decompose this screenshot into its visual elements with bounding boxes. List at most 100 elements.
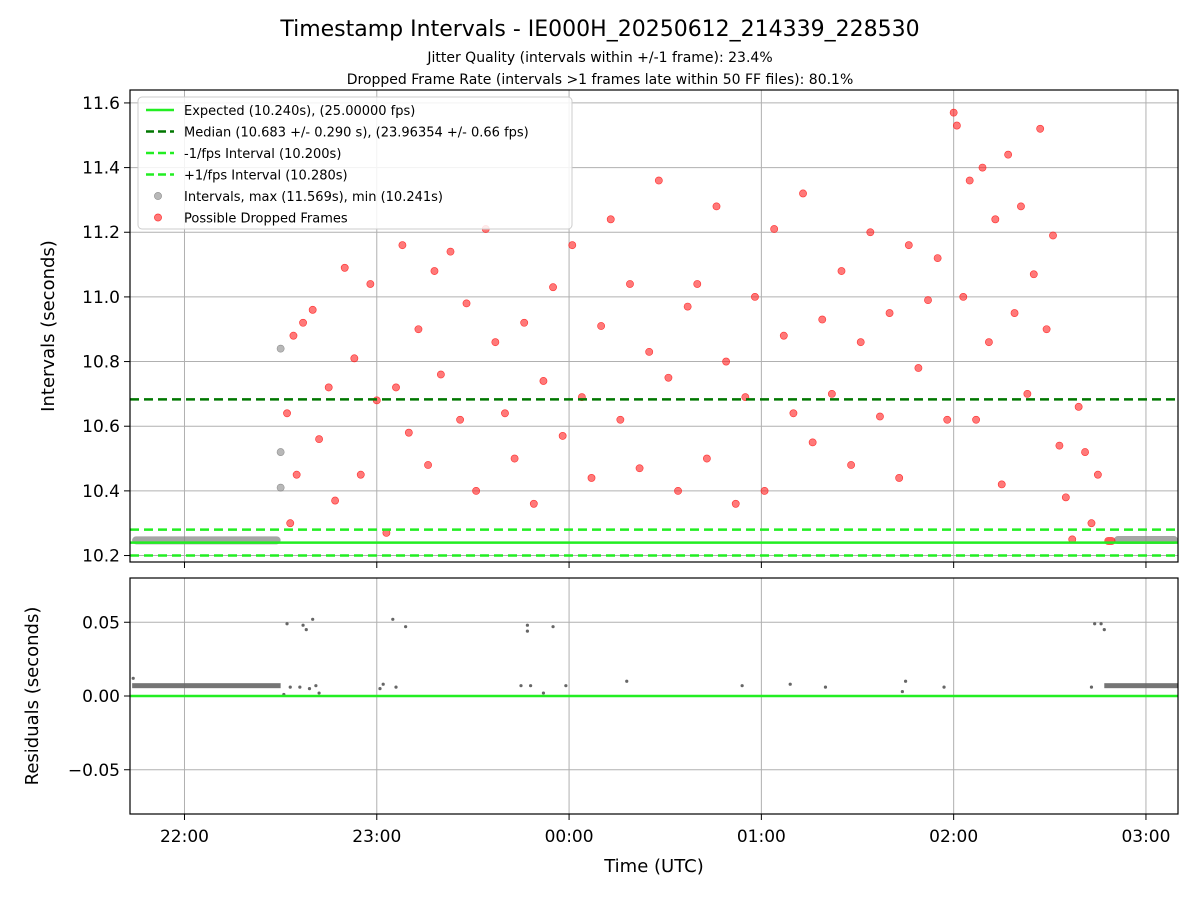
- residual-point: [788, 682, 792, 686]
- residuals-panel: −0.05 0.00 0.05 22:00 23:00 00:00 01:00 02:00 03…: [68, 577, 1179, 847]
- chart-subtitle-jitter: Jitter Quality (intervals within +/-1 fr…: [426, 50, 772, 66]
- dropped-frame-point: [472, 486, 481, 495]
- dropped-frame-point: [1049, 231, 1057, 240]
- dropped-frame-point: [436, 370, 445, 379]
- dropped-frame-point: [799, 189, 807, 198]
- plot-frame: [129, 89, 1179, 563]
- dropped-frame-point: [1010, 309, 1019, 317]
- interval-point: [276, 448, 285, 456]
- residual-point: [1102, 628, 1106, 632]
- dropped-frame-point: [366, 280, 375, 288]
- dropped-frame-point: [924, 296, 932, 305]
- dropped-frame-point: [904, 241, 913, 250]
- dropped-frame-point: [283, 409, 291, 418]
- x-tick-label: 23:00: [352, 827, 401, 847]
- dropped-frame-point: [414, 325, 423, 334]
- residual-point: [285, 622, 289, 626]
- dropped-frame-point: [959, 293, 968, 301]
- residual-point: [394, 685, 398, 689]
- dropped-frame-point: [456, 415, 465, 424]
- dropped-frame-point: [866, 228, 875, 237]
- dropped-frame-point: [693, 280, 702, 288]
- dropped-frame-point: [529, 499, 538, 508]
- dropped-frame-point: [1036, 124, 1045, 133]
- residual-point: [304, 628, 308, 632]
- dropped-frame-point: [331, 496, 340, 505]
- residual-point: [298, 685, 302, 689]
- y-tick-label: 10.6: [82, 417, 120, 437]
- dropped-frame-point: [1074, 402, 1083, 411]
- dropped-frame-point: [991, 215, 1000, 224]
- dropped-frame-point: [933, 254, 942, 263]
- legend-entry: Expected (10.240s), (25.00000 fps): [146, 104, 415, 119]
- residual-point: [1099, 622, 1103, 626]
- dropped-frame-point: [895, 474, 904, 482]
- dropped-frame-point: [949, 108, 958, 117]
- dropped-frame-point: [997, 480, 1006, 489]
- dropped-frame-point: [340, 263, 349, 272]
- residual-point: [1089, 685, 1094, 689]
- y-tick-label: 11.4: [82, 159, 120, 179]
- residual-point: [900, 689, 904, 694]
- y-tick-label: 0.00: [82, 687, 120, 707]
- interval-point: [276, 483, 285, 492]
- legend-marker: [154, 192, 162, 200]
- dropped-frame-point: [299, 318, 307, 327]
- dropped-frame-point: [789, 409, 798, 418]
- bottom-y-axis-label: Residuals (seconds): [22, 607, 43, 786]
- residual-point: [903, 679, 908, 683]
- dropped-frame-point: [818, 315, 827, 324]
- y-tick-label: 11.6: [82, 94, 120, 114]
- dropped-frame-point: [1029, 270, 1038, 279]
- dropped-frame-point: [1081, 448, 1089, 456]
- y-tick-label: −0.05: [68, 761, 120, 781]
- y-tick-label: 11.2: [82, 223, 120, 243]
- dropped-frame-point: [702, 454, 711, 463]
- legend-label: Intervals, max (11.569s), min (10.241s): [184, 190, 443, 205]
- dropped-frame-point: [1023, 389, 1032, 398]
- y-tick-label: 11.0: [82, 288, 120, 308]
- dropped-frame-point: [606, 215, 615, 224]
- residual-point: [823, 685, 828, 689]
- residual-point: [131, 676, 135, 680]
- dropped-frame-point: [510, 454, 519, 463]
- dropped-frame-point: [398, 241, 407, 250]
- dropped-frame-point: [568, 241, 577, 250]
- dropped-frame-point: [558, 432, 567, 440]
- dropped-frame-point: [731, 499, 740, 508]
- dropped-frame-point: [751, 293, 759, 301]
- legend: Expected (10.240s), (25.00000 fps) Median…: [137, 96, 573, 230]
- residual-point: [301, 623, 305, 627]
- dropped-frame-point: [404, 428, 413, 437]
- dropped-frame-point: [770, 225, 779, 233]
- dropped-frame-point: [308, 305, 317, 314]
- legend-label: +1/fps Interval (10.280s): [184, 169, 348, 184]
- dropped-frame-point: [674, 486, 682, 495]
- residual-point: [541, 691, 546, 695]
- dropped-frame-point: [539, 377, 548, 385]
- dropped-frame-point: [635, 464, 644, 473]
- residual-point: [404, 625, 408, 629]
- dropped-frame-point: [356, 470, 365, 479]
- dropped-frame-point: [462, 299, 471, 308]
- dropped-frame-point: [424, 461, 432, 469]
- dropped-frame-point: [978, 163, 987, 172]
- dropped-frame-point: [808, 438, 817, 447]
- y-tick-label: 0.05: [82, 613, 120, 633]
- legend-entry: -1/fps Interval (10.200s): [146, 147, 341, 162]
- dropped-frame-point: [760, 486, 769, 495]
- dropped-frame-point: [430, 267, 439, 275]
- residual-point: [1093, 622, 1097, 626]
- residual-point: [740, 684, 744, 688]
- dropped-frame-point: [654, 176, 663, 185]
- residual-point: [564, 684, 568, 688]
- dropped-frame-point: [683, 302, 692, 311]
- y-tick-label: 10.2: [82, 547, 120, 567]
- residual-point: [314, 684, 318, 688]
- dropped-frame-point: [1093, 470, 1102, 479]
- dropped-frame-point: [324, 383, 333, 392]
- legend-entry: Possible Dropped Frames: [154, 212, 348, 227]
- y-tick-label: 10.8: [82, 353, 120, 373]
- x-tick-label: 01:00: [737, 827, 786, 847]
